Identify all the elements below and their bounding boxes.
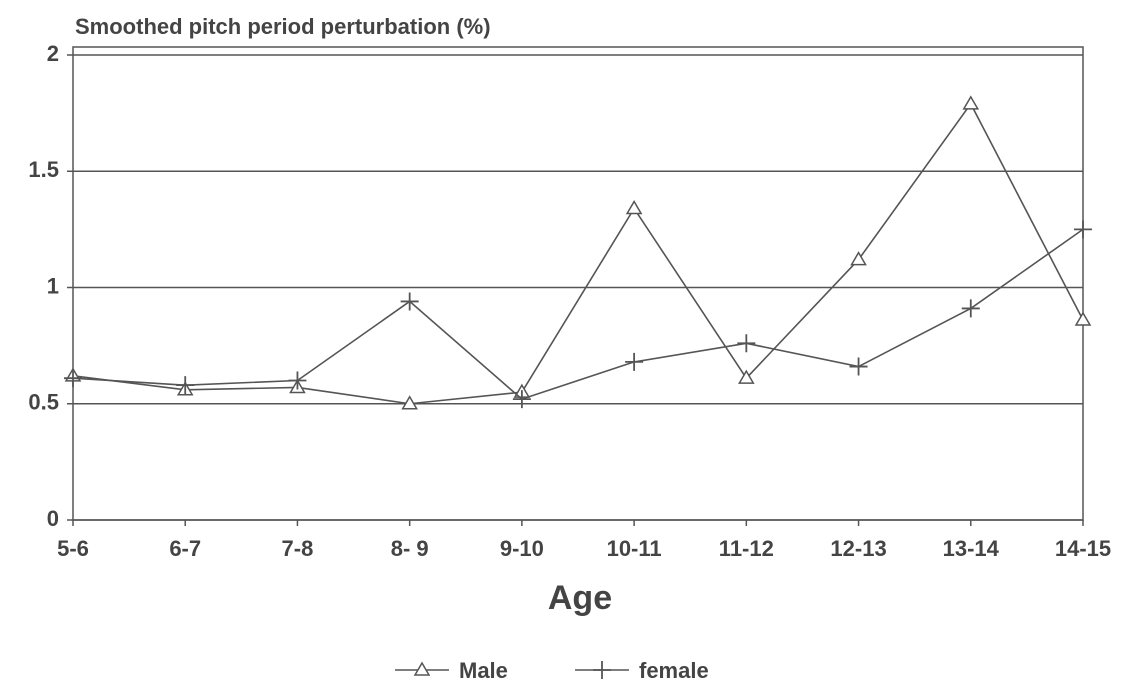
- data-point: [1074, 220, 1092, 239]
- data-point: [288, 371, 307, 390]
- x-tick-label: 14-15: [1055, 536, 1111, 561]
- data-point: [64, 369, 82, 388]
- data-point: [961, 299, 980, 318]
- data-point: [400, 292, 419, 311]
- x-tick-label: 5-6: [57, 536, 89, 561]
- data-point: [176, 376, 195, 395]
- y-tick-label: 0: [47, 506, 59, 531]
- x-tick-label: 10-11: [607, 536, 662, 561]
- plot-frame: [72, 46, 1084, 521]
- data-point: [401, 395, 418, 410]
- data-point: [625, 352, 644, 371]
- data-point: [1074, 311, 1092, 326]
- legend-marker: [413, 661, 431, 676]
- data-point: [512, 390, 531, 409]
- data-point: [737, 334, 756, 353]
- data-point: [625, 199, 643, 215]
- x-tick-label: 13-14: [943, 536, 1000, 561]
- y-tick-label: 0.5: [28, 390, 59, 415]
- y-tick-label: 2: [47, 41, 59, 66]
- y-tick-label: 1.5: [28, 157, 59, 182]
- data-point: [849, 357, 868, 376]
- x-tick-label: 7-8: [282, 536, 314, 561]
- data-point: [962, 95, 980, 110]
- chart-title: Smoothed pitch period perturbation (%): [75, 14, 491, 39]
- data-point: [738, 369, 755, 384]
- series-line: [72, 102, 1084, 405]
- y-tick-label: 1: [47, 273, 59, 298]
- x-tick-label: 9-10: [500, 536, 544, 561]
- legend-label: female: [639, 658, 709, 683]
- legend-label: Male: [459, 658, 508, 683]
- series-line: [72, 228, 1084, 401]
- legend-marker: [593, 661, 611, 679]
- x-tick-label: 6-7: [169, 536, 201, 561]
- data-point: [850, 251, 867, 266]
- x-tick-label: 8- 9: [391, 536, 429, 561]
- x-tick-label: 11-12: [719, 536, 774, 561]
- x-axis-label: Age: [548, 579, 612, 617]
- x-tick-label: 12-13: [830, 536, 886, 561]
